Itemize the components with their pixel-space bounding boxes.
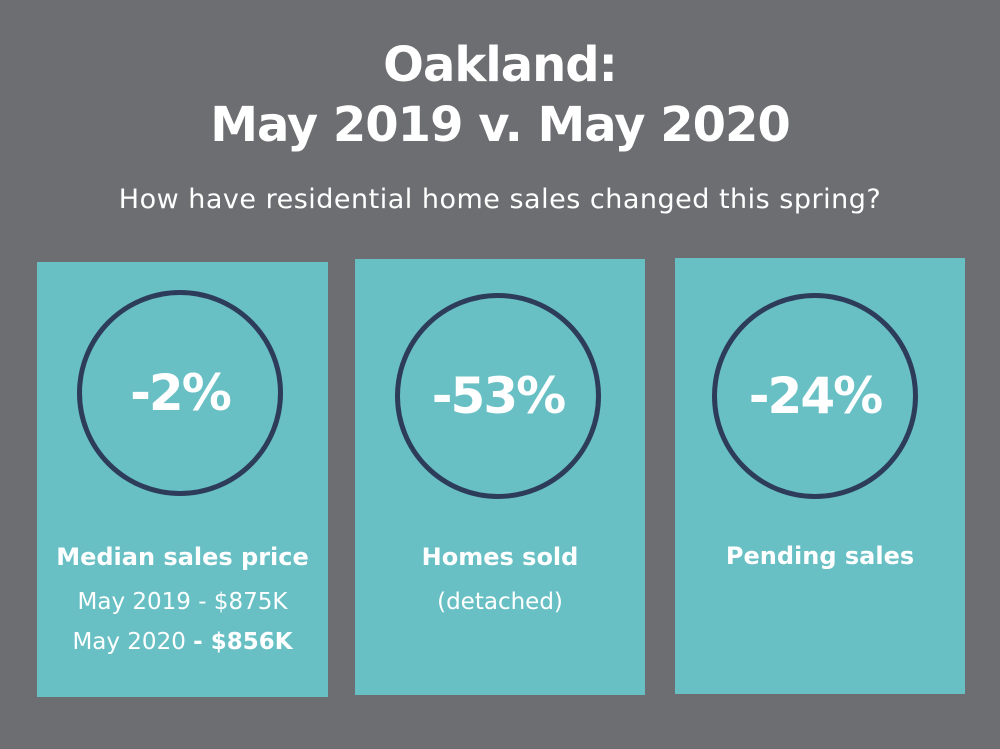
card-median-sales-price: -2% Median sales price May 2019 - $875K …: [37, 262, 328, 697]
ring-icon: -2%: [77, 290, 283, 496]
price-2020-value: - $856K: [193, 629, 293, 655]
percent-change-value: -2%: [130, 364, 232, 422]
price-2020-prefix: May 2020: [72, 629, 194, 655]
card-label: Pending sales: [725, 542, 915, 570]
card-homes-sold: -53% Homes sold (detached): [355, 259, 645, 695]
card-label: Homes sold: [421, 543, 579, 571]
subtitle: How have residential home sales changed …: [118, 184, 882, 215]
price-2019: May 2019 - $875K: [77, 589, 288, 615]
card-note: (detached): [437, 589, 563, 615]
title-line-2: May 2019 v. May 2020: [210, 97, 791, 153]
percent-change-value: -53%: [431, 367, 566, 425]
ring-icon: -24%: [712, 293, 918, 499]
card-pending-sales: -24% Pending sales: [675, 258, 965, 694]
card-label: Median sales price: [56, 543, 309, 571]
price-2020: May 2020 - $856K: [37, 627, 328, 657]
title-line-1: Oakland:: [383, 37, 618, 93]
ring-icon: -53%: [395, 293, 601, 499]
percent-change-value: -24%: [748, 367, 883, 425]
